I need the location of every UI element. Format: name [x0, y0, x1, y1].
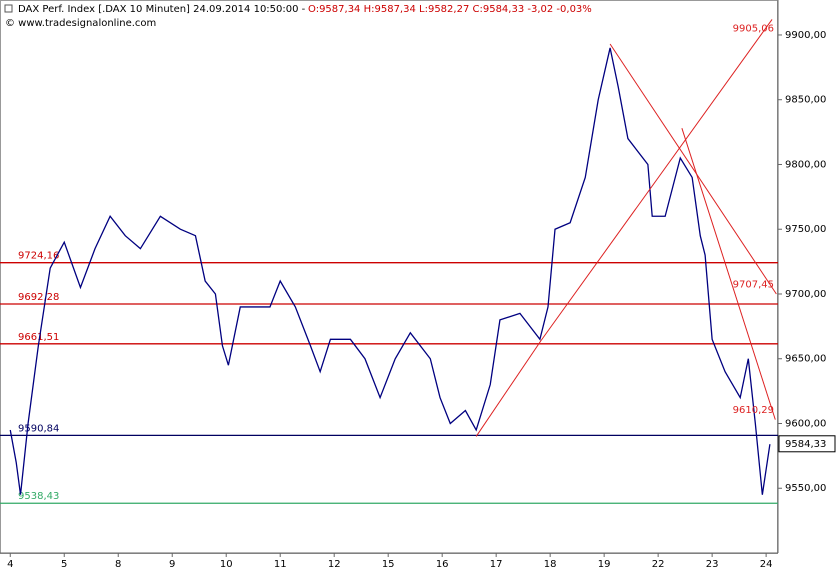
- plot-frame: [0, 0, 778, 554]
- chart-title: DAX Perf. Index [.DAX 10 Minuten] 24.09.…: [18, 4, 306, 15]
- x-tick-label: 5: [61, 559, 67, 570]
- trendline-label: 9905,06: [733, 23, 774, 34]
- level-label: 9661,51: [18, 332, 59, 343]
- trendline: [540, 19, 773, 341]
- x-tick-label: 19: [598, 559, 611, 570]
- x-tick-label: 18: [544, 559, 557, 570]
- x-tick-label: 10: [220, 559, 233, 570]
- trendline: [609, 43, 777, 295]
- level-label: 9692,28: [18, 292, 59, 303]
- y-tick-label: 9800,00: [785, 159, 826, 170]
- y-tick-label: 9900,00: [785, 30, 826, 41]
- y-tick-label: 9650,00: [785, 354, 826, 365]
- x-tick-label: 24: [760, 559, 773, 570]
- trendline-label: 9610,29: [733, 405, 774, 416]
- y-tick-label: 9700,00: [785, 289, 826, 300]
- x-tick-label: 12: [328, 559, 341, 570]
- y-tick-label: 9600,00: [785, 418, 826, 429]
- last-price-label: 9584,33: [785, 439, 826, 450]
- y-tick-label: 9550,00: [785, 483, 826, 494]
- level-label: 9724,16: [18, 251, 59, 262]
- x-tick-label: 4: [7, 559, 13, 570]
- trendline: [475, 340, 542, 437]
- source: © www.tradesignalonline.com: [5, 18, 156, 29]
- x-tick-label: 11: [274, 559, 287, 570]
- x-tick-label: 17: [490, 559, 503, 570]
- x-tick-label: 9: [169, 559, 175, 570]
- expand-icon[interactable]: [4, 4, 13, 13]
- quote: O:9587,34 H:9587,34 L:9582,27 C:9584,33 …: [308, 4, 592, 15]
- trendline: [681, 128, 776, 420]
- level-label: 9590,84: [18, 423, 59, 434]
- last-price-box: [778, 435, 836, 453]
- trendline-label: 9707,45: [733, 279, 774, 290]
- price-line: [9, 47, 771, 495]
- x-tick-label: 22: [652, 559, 665, 570]
- level-label: 9538,43: [18, 491, 59, 502]
- x-tick-label: 15: [382, 559, 395, 570]
- y-tick-label: 9750,00: [785, 224, 826, 235]
- x-tick-label: 16: [436, 559, 449, 570]
- x-tick-label: 8: [115, 559, 121, 570]
- x-tick-label: 23: [706, 559, 719, 570]
- y-tick-label: 9850,00: [785, 95, 826, 106]
